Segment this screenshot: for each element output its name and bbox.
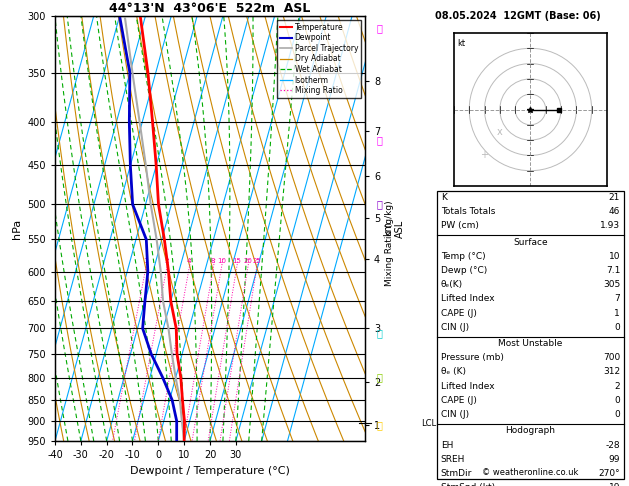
Text: 1: 1 [143,258,148,264]
Text: 700: 700 [603,353,620,363]
Text: Temp (°C): Temp (°C) [441,252,486,261]
Title: 44°13'N  43°06'E  522m  ASL: 44°13'N 43°06'E 522m ASL [109,2,311,15]
Text: 21: 21 [609,193,620,202]
Text: kt: kt [457,39,465,48]
Text: ⤢: ⤢ [376,329,382,339]
Text: LCL: LCL [421,418,436,428]
Y-axis label: hPa: hPa [12,218,22,239]
Text: Hodograph: Hodograph [506,426,555,435]
Text: 312: 312 [603,367,620,377]
Text: Mixing Ratio (g/kg): Mixing Ratio (g/kg) [386,200,394,286]
Text: 0: 0 [615,410,620,419]
Text: 1: 1 [615,309,620,317]
Text: 7.1: 7.1 [606,266,620,275]
Legend: Temperature, Dewpoint, Parcel Trajectory, Dry Adiabat, Wet Adiabat, Isotherm, Mi: Temperature, Dewpoint, Parcel Trajectory… [277,20,361,98]
Text: CAPE (J): CAPE (J) [441,309,477,317]
Text: 1.93: 1.93 [600,221,620,230]
Text: 270°: 270° [599,469,620,478]
Text: +: + [481,150,489,160]
Text: 19: 19 [609,483,620,486]
Text: 10: 10 [217,258,226,264]
Text: K: K [441,193,447,202]
Text: ⤢: ⤢ [376,199,382,209]
Text: 99: 99 [609,455,620,464]
Text: 4: 4 [187,258,191,264]
Text: PW (cm): PW (cm) [441,221,479,230]
Text: 46: 46 [609,207,620,216]
Text: 15: 15 [232,258,241,264]
Text: 0: 0 [615,396,620,405]
Text: © weatheronline.co.uk: © weatheronline.co.uk [482,469,579,477]
Text: ⤢: ⤢ [376,373,382,382]
Text: CAPE (J): CAPE (J) [441,396,477,405]
Text: Surface: Surface [513,238,548,247]
Text: Dewp (°C): Dewp (°C) [441,266,487,275]
Text: ⤢: ⤢ [376,135,382,145]
Text: 2: 2 [164,258,169,264]
Text: ⤢: ⤢ [376,23,382,33]
Text: 0: 0 [615,323,620,332]
Text: 20: 20 [243,258,252,264]
Text: StmSpd (kt): StmSpd (kt) [441,483,495,486]
Text: 10: 10 [609,252,620,261]
Text: CIN (J): CIN (J) [441,410,469,419]
Text: ⤢: ⤢ [376,420,382,430]
X-axis label: Dewpoint / Temperature (°C): Dewpoint / Temperature (°C) [130,466,290,476]
Text: StmDir: StmDir [441,469,472,478]
Text: θₑ(K): θₑ(K) [441,280,463,289]
Text: 25: 25 [252,258,261,264]
Text: Lifted Index: Lifted Index [441,295,494,303]
Text: EH: EH [441,441,453,450]
Text: 08.05.2024  12GMT (Base: 06): 08.05.2024 12GMT (Base: 06) [435,11,601,21]
Bar [437,191,624,479]
Text: Lifted Index: Lifted Index [441,382,494,391]
Text: SREH: SREH [441,455,465,464]
Text: 7: 7 [615,295,620,303]
Text: CIN (J): CIN (J) [441,323,469,332]
Text: Pressure (mb): Pressure (mb) [441,353,504,363]
Text: θₑ (K): θₑ (K) [441,367,465,377]
Text: 2: 2 [615,382,620,391]
Text: Totals Totals: Totals Totals [441,207,495,216]
Text: 8: 8 [211,258,215,264]
Text: Most Unstable: Most Unstable [498,339,562,348]
Y-axis label: km
ASL: km ASL [383,219,404,238]
Text: 305: 305 [603,280,620,289]
Text: x: x [497,127,503,138]
Text: -28: -28 [606,441,620,450]
